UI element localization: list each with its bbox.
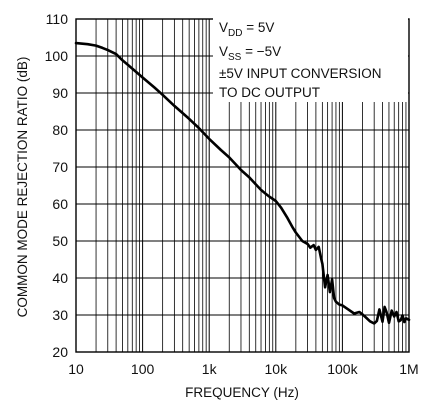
y-tick-label: 30 <box>52 307 68 323</box>
y-tick-label: 60 <box>52 196 68 212</box>
y-tick-label: 20 <box>52 344 68 360</box>
x-tick-labels: 10 100 1k 10k 100k 1M <box>68 361 419 377</box>
y-tick-label: 50 <box>52 233 68 249</box>
y-tick-label: 100 <box>45 48 69 64</box>
annotation-conversion: ±5V INPUT CONVERSION <box>219 66 381 81</box>
y-tick-label: 70 <box>52 159 68 175</box>
y-tick-label: 90 <box>52 85 68 101</box>
x-tick-label: 100k <box>327 361 358 377</box>
x-tick-label: 1k <box>202 361 218 377</box>
x-tick-label: 100 <box>131 361 155 377</box>
y-tick-labels: 20 30 40 50 60 70 80 90 100 110 <box>45 11 69 360</box>
x-axis-label: FREQUENCY (Hz) <box>185 385 299 400</box>
x-tick-label: 1M <box>399 361 418 377</box>
y-tick-label: 110 <box>46 11 69 27</box>
x-tick-label: 10k <box>265 361 289 377</box>
y-tick-label: 80 <box>52 122 68 138</box>
y-tick-label: 40 <box>52 270 68 286</box>
x-tick-label: 10 <box>68 361 84 377</box>
y-axis-label: COMMON MODE REJECTION RATIO (dB) <box>15 57 30 318</box>
annotation-output: TO DC OUTPUT <box>219 85 320 100</box>
